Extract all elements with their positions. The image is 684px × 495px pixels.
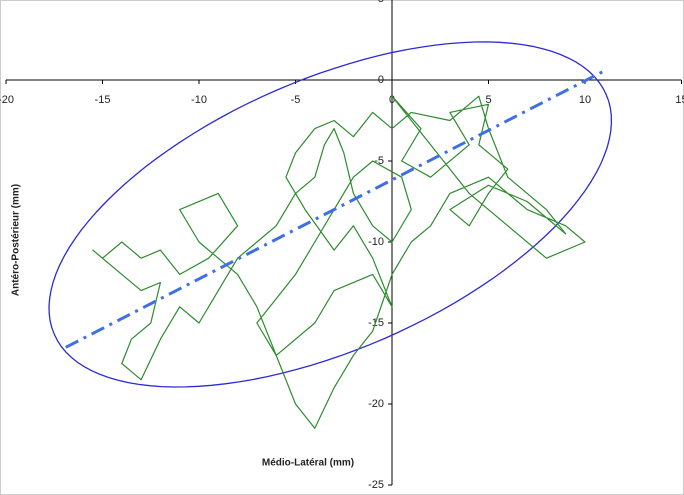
- trajectory: [92, 95, 586, 429]
- confidence-ellipse: [48, 41, 613, 388]
- x-tick-label: 10: [579, 94, 591, 106]
- y-tick-label: -25: [368, 479, 384, 491]
- x-tick-label: -5: [291, 94, 301, 106]
- y-tick-label: 0: [378, 74, 384, 86]
- y-tick-label: -10: [368, 236, 384, 248]
- y-tick-label: -5: [374, 155, 384, 167]
- x-tick-label: 15: [675, 94, 684, 106]
- x-tick-label: -10: [191, 94, 207, 106]
- regression-line: [65, 70, 604, 349]
- x-tick-label: 5: [485, 94, 491, 106]
- x-tick-label: -15: [95, 94, 111, 106]
- x-tick-label: 0: [389, 94, 395, 106]
- x-tick-label: -20: [0, 94, 14, 106]
- y-tick-label: 5: [378, 0, 384, 5]
- x-axis-title: Médio-Latéral (mm): [262, 458, 354, 469]
- y-axis-title: Antéro-Postérieur (mm): [11, 184, 22, 296]
- y-tick-label: -20: [368, 398, 384, 410]
